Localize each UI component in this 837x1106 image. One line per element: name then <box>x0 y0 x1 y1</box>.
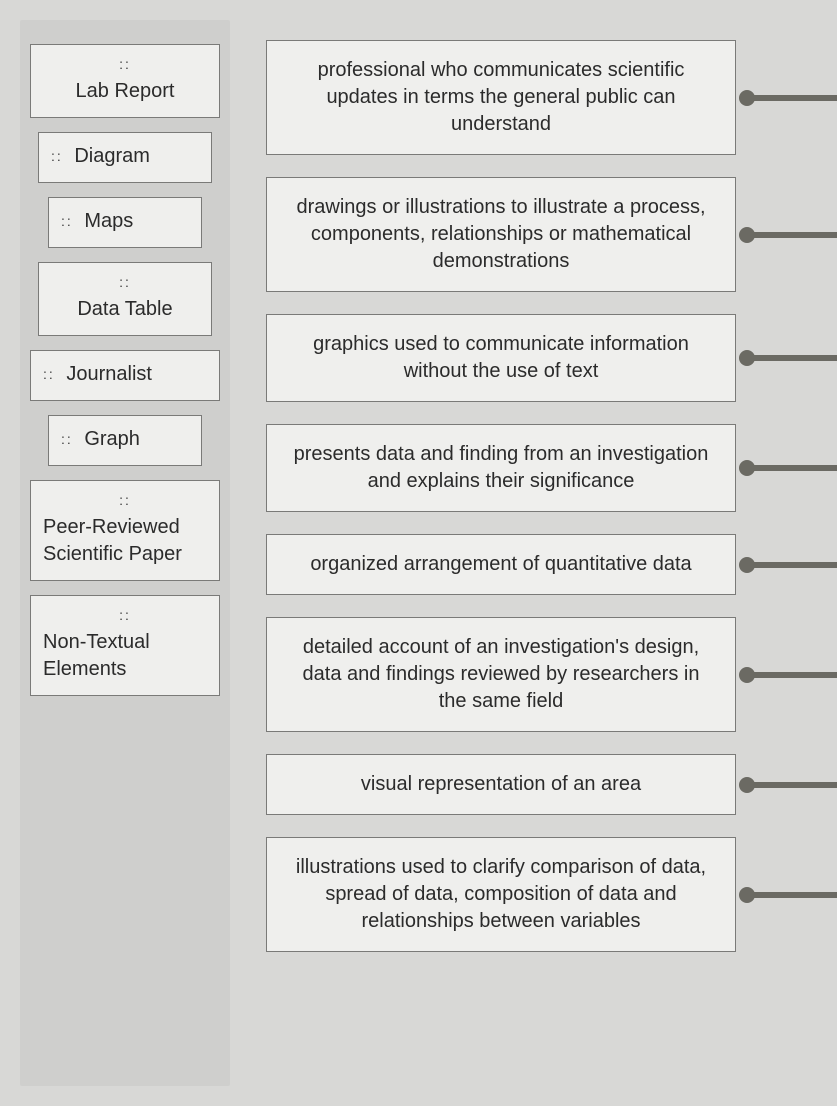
definition-text: illustrations used to clarify comparison… <box>287 854 715 935</box>
term-card-diagram[interactable]: :: Diagram <box>38 132 212 183</box>
definition-row: professional who communicates scientific… <box>266 40 837 155</box>
connector-line <box>746 465 837 471</box>
connector-line <box>746 95 837 101</box>
definition-drop-target[interactable]: graphics used to communicate information… <box>266 314 736 402</box>
definition-row: presents data and finding from an invest… <box>266 424 837 512</box>
term-label: Maps <box>84 210 133 232</box>
term-card-journalist[interactable]: :: Journalist <box>30 350 220 401</box>
term-label: Lab Report <box>43 78 207 105</box>
connector-line <box>746 232 837 238</box>
connector-line <box>746 355 837 361</box>
matching-exercise: :: Lab Report :: Diagram :: Maps :: Data… <box>0 0 837 1106</box>
term-label: Non-Textual Elements <box>43 629 207 683</box>
definitions-column: professional who communicates scientific… <box>230 20 837 1086</box>
definition-drop-target[interactable]: drawings or illustrations to illustrate … <box>266 177 736 292</box>
definition-drop-target[interactable]: visual representation of an area <box>266 754 736 815</box>
definition-drop-target[interactable]: illustrations used to clarify comparison… <box>266 837 736 952</box>
term-card-maps[interactable]: :: Maps <box>48 197 202 248</box>
definition-row: illustrations used to clarify comparison… <box>266 837 837 952</box>
term-card-data-table[interactable]: :: Data Table <box>38 262 212 336</box>
drag-handle-icon: :: <box>61 430 73 449</box>
term-label: Data Table <box>51 296 199 323</box>
drag-handle-icon: :: <box>43 606 207 625</box>
term-label: Peer-Reviewed Scientific Paper <box>43 514 207 568</box>
drag-handle-icon: :: <box>43 55 207 74</box>
definition-row: drawings or illustrations to illustrate … <box>266 177 837 292</box>
drag-handle-icon: :: <box>51 273 199 292</box>
term-card-lab-report[interactable]: :: Lab Report <box>30 44 220 118</box>
term-label: Diagram <box>74 145 150 167</box>
drag-handle-icon: :: <box>51 147 63 166</box>
definition-drop-target[interactable]: detailed account of an investigation's d… <box>266 617 736 732</box>
definition-row: visual representation of an area <box>266 754 837 815</box>
definition-text: organized arrangement of quantitative da… <box>310 551 691 578</box>
definition-drop-target[interactable]: presents data and finding from an invest… <box>266 424 736 512</box>
connector-line <box>746 782 837 788</box>
definition-text: visual representation of an area <box>361 771 641 798</box>
definition-drop-target[interactable]: organized arrangement of quantitative da… <box>266 534 736 595</box>
connector-line <box>746 672 837 678</box>
connector-line <box>746 892 837 898</box>
definition-text: graphics used to communicate information… <box>287 331 715 385</box>
definition-text: detailed account of an investigation's d… <box>287 634 715 715</box>
definition-row: graphics used to communicate information… <box>266 314 837 402</box>
definition-drop-target[interactable]: professional who communicates scientific… <box>266 40 736 155</box>
drag-handle-icon: :: <box>43 365 55 384</box>
drag-handle-icon: :: <box>43 491 207 510</box>
definition-text: professional who communicates scientific… <box>287 57 715 138</box>
definition-text: presents data and finding from an invest… <box>287 441 715 495</box>
connector-line <box>746 562 837 568</box>
terms-column: :: Lab Report :: Diagram :: Maps :: Data… <box>20 20 230 1086</box>
definition-row: organized arrangement of quantitative da… <box>266 534 837 595</box>
definition-row: detailed account of an investigation's d… <box>266 617 837 732</box>
term-card-peer-reviewed[interactable]: :: Peer-Reviewed Scientific Paper <box>30 480 220 581</box>
term-card-graph[interactable]: :: Graph <box>48 415 202 466</box>
term-card-non-textual[interactable]: :: Non-Textual Elements <box>30 595 220 696</box>
term-label: Journalist <box>66 363 152 385</box>
drag-handle-icon: :: <box>61 212 73 231</box>
definition-text: drawings or illustrations to illustrate … <box>287 194 715 275</box>
term-label: Graph <box>84 428 140 450</box>
